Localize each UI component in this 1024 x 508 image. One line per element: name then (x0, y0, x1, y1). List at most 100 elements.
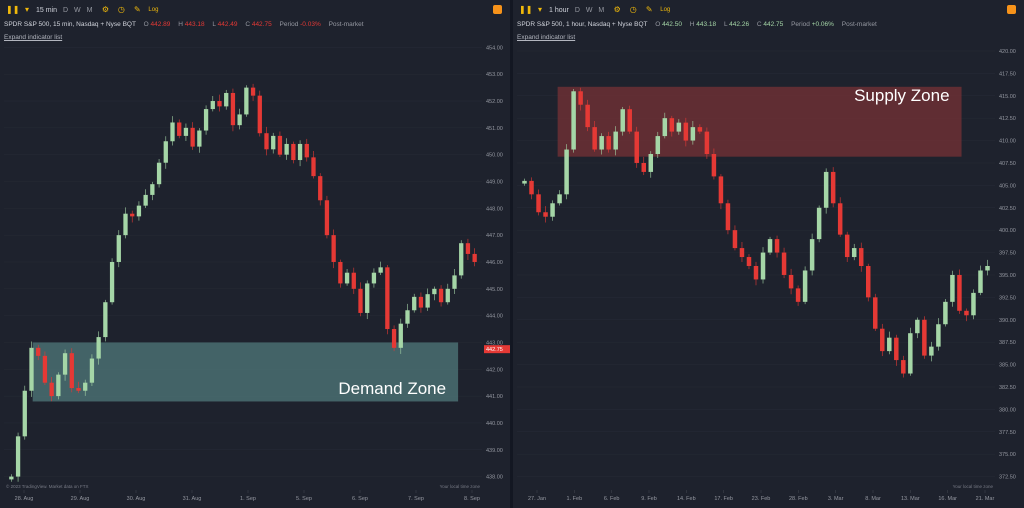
candle-body (662, 118, 668, 137)
candle-body (264, 133, 269, 150)
candle-body (543, 212, 548, 217)
y-tick-label: 444.00 (486, 314, 503, 320)
candle-body (964, 310, 969, 316)
left-dwm-buttons[interactable]: D W M (63, 6, 95, 14)
candle-body (774, 239, 780, 253)
x-tick-label: 30. Aug (127, 496, 146, 502)
x-tick-label: 13. Mar (901, 496, 920, 502)
candle-body (284, 143, 289, 155)
right-chart-panel[interactable]: ❚❚ ▾ 1 hour D W M ⚙ ◷ ✎ Log SPDR S&P 500,… (513, 0, 1024, 508)
right-draw-icon[interactable]: ✎ (645, 5, 653, 14)
last-price-tag (484, 345, 510, 354)
candle-body (690, 127, 696, 141)
candle-body (802, 270, 808, 302)
x-tick-label: 5. Sep (296, 496, 312, 502)
candle-body (304, 143, 309, 158)
left-log-toggle[interactable]: Log (148, 7, 159, 13)
candle-body (837, 203, 843, 235)
candle-body (371, 272, 377, 284)
candle-body (746, 257, 752, 266)
candle-body (190, 127, 195, 147)
left-draw-icon[interactable]: ✎ (134, 5, 141, 14)
candle-body (585, 104, 590, 128)
candle-body (271, 135, 276, 150)
candle-body (418, 296, 424, 308)
candle-body (557, 194, 562, 204)
left-clock-icon[interactable]: ◷ (117, 5, 125, 14)
candle-body (130, 213, 135, 217)
candle-body (655, 136, 661, 154)
x-tick-label: 8. Sep (464, 496, 480, 502)
candle-body (599, 136, 604, 150)
left-candlestick-chart[interactable]: 454.00 453.00 452.00 451.00 450.00 449.00 448.… (0, 0, 510, 508)
left-pause-icon[interactable]: ❚❚ (6, 5, 20, 14)
candle-body (950, 274, 955, 302)
y-tick-label: 440.00 (486, 421, 503, 427)
candle-body (971, 292, 976, 316)
candle-body (116, 235, 121, 262)
x-tick-label: 29. Aug (71, 496, 90, 502)
x-tick-label: 9. Feb (641, 496, 657, 502)
candle-body (669, 118, 675, 132)
right-toolbar: ❚❚ ▾ 1 hour D W M ⚙ ◷ ✎ Log (513, 0, 1024, 20)
candle-body (452, 275, 457, 289)
candle-body (183, 127, 189, 136)
candle-body (816, 207, 822, 240)
y-tick-label: 410.00 (999, 139, 1016, 145)
candle-body (788, 274, 794, 289)
y-tick-label: 392.50 (999, 295, 1016, 301)
y-tick-label: 395.00 (999, 273, 1016, 279)
y-tick-label: 397.50 (999, 251, 1016, 257)
candle-body (257, 95, 262, 134)
candle-body (432, 288, 437, 295)
candle-body (795, 288, 801, 302)
right-settings-icon[interactable]: ⚙ (613, 5, 621, 14)
x-tick-label: 16. Mar (938, 496, 957, 502)
candle-body (297, 143, 303, 161)
candle-body (957, 274, 962, 311)
y-tick-label: 417.50 (999, 71, 1016, 77)
left-expand-indicator-link[interactable]: Expand indicator list (4, 34, 63, 41)
candle-body (922, 319, 927, 356)
right-dwm-buttons[interactable]: D W M (574, 6, 607, 14)
left-chart-panel[interactable]: ❚❚ ▾ 15 min D W M ⚙ ◷ ✎ Log SPDR S&P 500,… (0, 0, 510, 508)
candle-body (620, 109, 625, 132)
right-clock-icon[interactable]: ◷ (629, 5, 637, 14)
x-tick-label: 7. Sep (408, 496, 424, 502)
y-tick-label: 387.50 (999, 340, 1016, 346)
timezone-note: Your local time zone (440, 484, 481, 489)
x-tick-label: 31. Aug (183, 496, 202, 502)
y-tick-label: 400.00 (999, 228, 1016, 234)
right-pause-icon[interactable]: ❚❚ (519, 5, 533, 14)
candle-body (943, 301, 948, 325)
x-tick-label: 23. Feb (752, 496, 771, 502)
left-settings-icon[interactable]: ⚙ (101, 5, 109, 14)
x-tick-label: 1. Feb (567, 496, 583, 502)
candle-body (725, 203, 731, 231)
candle-body (613, 131, 618, 150)
last-price-label: 442.75 (486, 347, 503, 353)
candle-body (901, 360, 906, 374)
candle-body (760, 252, 766, 280)
right-expand-indicator-link[interactable]: Expand indicator list (517, 34, 576, 41)
y-tick-label: 382.50 (999, 385, 1016, 391)
candle-body (830, 171, 836, 204)
right-timeframe-select[interactable]: ▾ 1 hour (535, 5, 569, 15)
candle-body (123, 213, 128, 236)
candle-body (578, 91, 583, 105)
candle-body (291, 143, 296, 161)
zone-label: Supply Zone (854, 86, 949, 105)
candle-body (425, 294, 430, 308)
candle-body (22, 390, 27, 437)
left-camera-icon[interactable] (493, 5, 502, 14)
x-tick-label: 1. Sep (240, 496, 256, 502)
copyright-watermark: © 2023 TradingView. Market data on FTX (6, 483, 89, 489)
candle-body (550, 203, 555, 217)
left-timeframe-select[interactable]: ▾ 15 min (22, 5, 57, 15)
x-tick-label: 21. Mar (976, 496, 995, 502)
candle-body (978, 270, 983, 293)
right-candlestick-chart[interactable]: 420.00 417.50 415.00 412.50 410.00 407.50 405.… (513, 0, 1024, 508)
right-log-toggle[interactable]: Log (660, 7, 671, 13)
right-camera-icon[interactable] (1007, 5, 1016, 14)
candle-body (391, 329, 397, 348)
